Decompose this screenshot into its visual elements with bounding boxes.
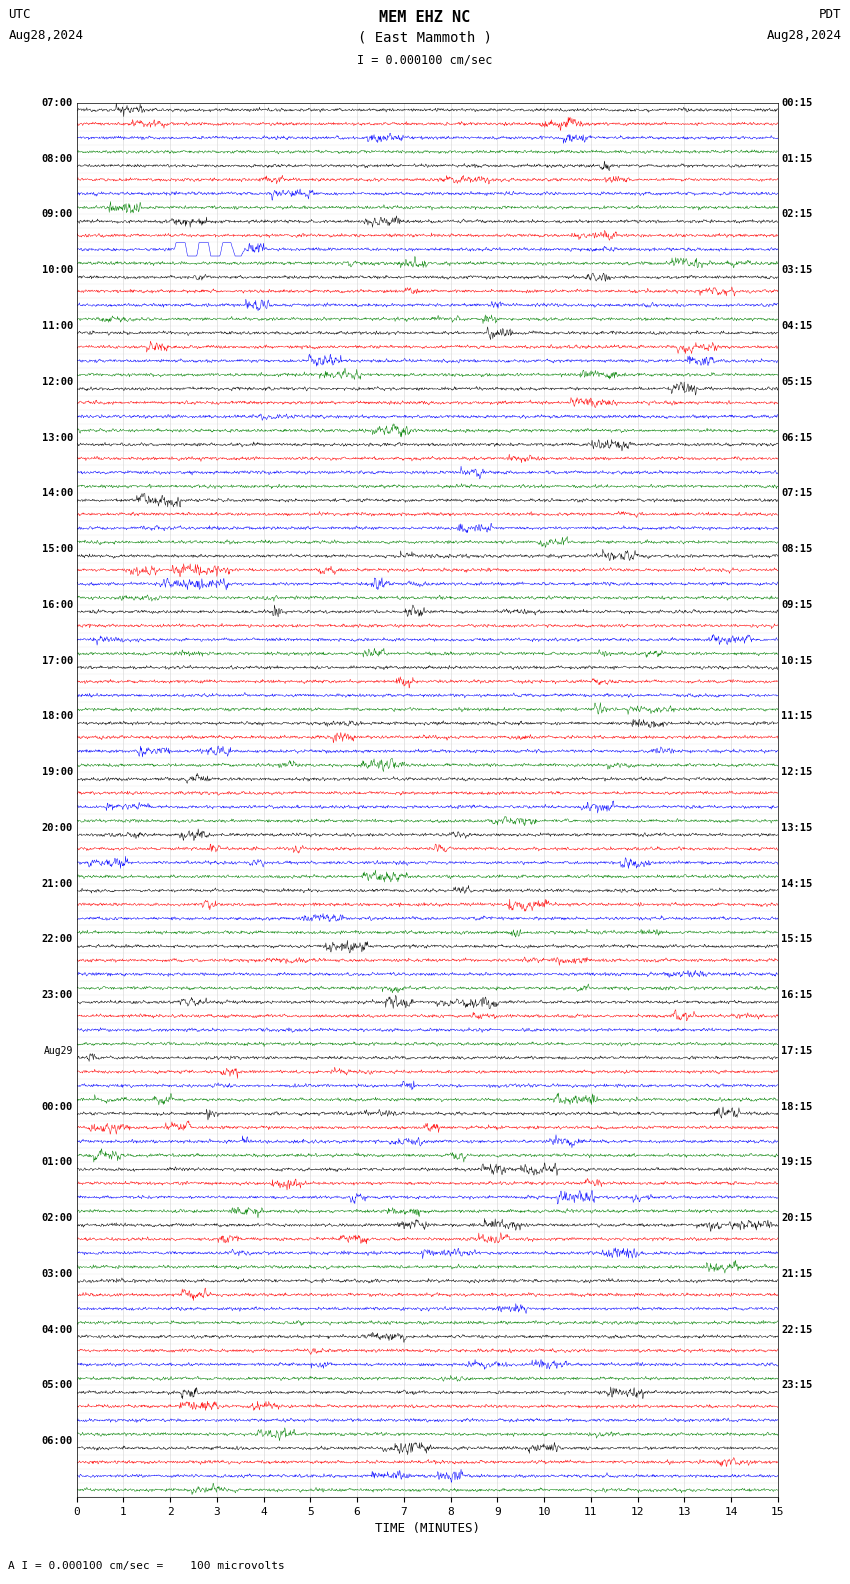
Text: 00:15: 00:15 xyxy=(781,98,813,108)
Text: 23:15: 23:15 xyxy=(781,1380,813,1391)
Text: 23:00: 23:00 xyxy=(42,990,73,1000)
Text: 19:00: 19:00 xyxy=(42,767,73,778)
Text: 21:15: 21:15 xyxy=(781,1269,813,1278)
Text: 03:00: 03:00 xyxy=(42,1269,73,1278)
Text: 03:15: 03:15 xyxy=(781,265,813,276)
Text: 15:15: 15:15 xyxy=(781,935,813,944)
Text: A I = 0.000100 cm/sec =    100 microvolts: A I = 0.000100 cm/sec = 100 microvolts xyxy=(8,1562,286,1571)
Text: 18:15: 18:15 xyxy=(781,1101,813,1112)
Text: 12:00: 12:00 xyxy=(42,377,73,386)
Text: 17:00: 17:00 xyxy=(42,656,73,665)
Text: Aug29: Aug29 xyxy=(43,1045,73,1057)
Text: 00:00: 00:00 xyxy=(42,1101,73,1112)
Text: 10:00: 10:00 xyxy=(42,265,73,276)
Text: UTC: UTC xyxy=(8,8,31,21)
Text: 01:15: 01:15 xyxy=(781,154,813,163)
Text: 02:15: 02:15 xyxy=(781,209,813,220)
Text: 20:00: 20:00 xyxy=(42,822,73,833)
Text: 20:15: 20:15 xyxy=(781,1213,813,1223)
Text: 07:00: 07:00 xyxy=(42,98,73,108)
Text: 16:15: 16:15 xyxy=(781,990,813,1000)
Text: 14:15: 14:15 xyxy=(781,879,813,889)
Text: 09:15: 09:15 xyxy=(781,600,813,610)
Text: 07:15: 07:15 xyxy=(781,488,813,499)
Text: 11:15: 11:15 xyxy=(781,711,813,721)
Text: 19:15: 19:15 xyxy=(781,1158,813,1167)
Text: 04:00: 04:00 xyxy=(42,1324,73,1335)
X-axis label: TIME (MINUTES): TIME (MINUTES) xyxy=(375,1522,479,1535)
Text: 04:15: 04:15 xyxy=(781,322,813,331)
Text: I = 0.000100 cm/sec: I = 0.000100 cm/sec xyxy=(357,52,493,67)
Text: 14:00: 14:00 xyxy=(42,488,73,499)
Text: 01:00: 01:00 xyxy=(42,1158,73,1167)
Text: ( East Mammoth ): ( East Mammoth ) xyxy=(358,30,492,44)
Text: 06:15: 06:15 xyxy=(781,432,813,442)
Text: MEM EHZ NC: MEM EHZ NC xyxy=(379,10,471,25)
Text: 08:15: 08:15 xyxy=(781,543,813,554)
Text: 22:00: 22:00 xyxy=(42,935,73,944)
Text: 02:00: 02:00 xyxy=(42,1213,73,1223)
Text: Aug28,2024: Aug28,2024 xyxy=(8,29,83,41)
Text: PDT: PDT xyxy=(819,8,842,21)
Text: Aug28,2024: Aug28,2024 xyxy=(767,29,842,41)
Text: 22:15: 22:15 xyxy=(781,1324,813,1335)
Text: 05:15: 05:15 xyxy=(781,377,813,386)
Text: 11:00: 11:00 xyxy=(42,322,73,331)
Text: 10:15: 10:15 xyxy=(781,656,813,665)
Text: 21:00: 21:00 xyxy=(42,879,73,889)
Text: 09:00: 09:00 xyxy=(42,209,73,220)
Text: 13:15: 13:15 xyxy=(781,822,813,833)
Text: 08:00: 08:00 xyxy=(42,154,73,163)
Text: 16:00: 16:00 xyxy=(42,600,73,610)
Text: 18:00: 18:00 xyxy=(42,711,73,721)
Text: 17:15: 17:15 xyxy=(781,1045,813,1057)
Text: 06:00: 06:00 xyxy=(42,1437,73,1446)
Text: 12:15: 12:15 xyxy=(781,767,813,778)
Text: 15:00: 15:00 xyxy=(42,543,73,554)
Text: 05:00: 05:00 xyxy=(42,1380,73,1391)
Text: 13:00: 13:00 xyxy=(42,432,73,442)
